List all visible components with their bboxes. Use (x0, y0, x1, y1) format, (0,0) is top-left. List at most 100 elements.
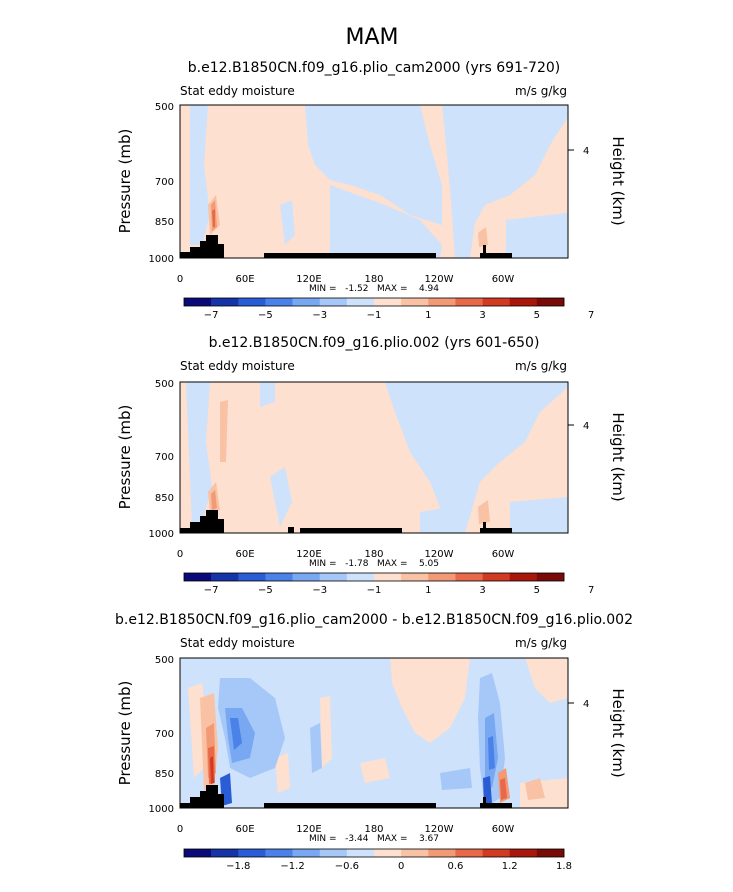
colorbar-swatch (211, 298, 239, 306)
panel-right-label: m/s g/kg (515, 84, 567, 98)
topography (480, 797, 512, 808)
colorbar-label: 7 (588, 585, 594, 596)
x-tick-label: 180 (364, 549, 383, 560)
y-tick-label: 1000 (149, 529, 174, 540)
positive-contour-region (320, 696, 332, 768)
positive-contour-region (478, 227, 488, 247)
y-tick-label: 500 (155, 655, 174, 666)
contour-plot (180, 658, 568, 808)
colorbar-label: 3 (479, 585, 485, 596)
negative-contour-region (330, 185, 442, 258)
colorbar-swatch (428, 849, 456, 857)
colorbar-label: 0 (398, 861, 404, 872)
panel-title: b.e12.B1850CN.f09_g16.plio_cam2000 (yrs … (188, 60, 560, 76)
colorbar-label: −3 (312, 585, 327, 596)
panel-left-label: Stat eddy moisture (180, 359, 295, 373)
x-tick-label: 60W (492, 274, 515, 285)
negative-contour-region (510, 497, 568, 533)
x-tick-label: 120E (296, 274, 321, 285)
x-axis: 0 60E 120E 180 120W 60W (177, 824, 515, 835)
y-axis: Pressure (mb) 500 700 850 1000 (116, 655, 174, 815)
colorbar-swatch (509, 573, 538, 581)
figure-title: MAM (345, 25, 398, 50)
panel-left-label: Stat eddy moisture (180, 84, 295, 98)
panel-2: b.e12.B1850CN.f09_g16.plio.002 (yrs 601-… (116, 335, 627, 596)
y2-axis-title: Height (km) (609, 136, 627, 225)
min-max-readout: MIN = -1.52 MAX = 4.94 (309, 284, 439, 294)
colorbar-label: −1 (367, 310, 382, 321)
y-tick-label: 700 (155, 729, 174, 740)
y2-tick-label: 4 (583, 421, 589, 432)
min-max-readout: MIN = -3.44 MAX = 3.67 (309, 834, 439, 844)
colorbar-swatch (319, 573, 348, 581)
negative-contour-region (440, 768, 472, 790)
panel-left-label: Stat eddy moisture (180, 636, 295, 650)
y-axis-title: Pressure (mb) (116, 405, 134, 510)
y-axis: Pressure (mb) 500 700 850 1000 (116, 102, 174, 265)
colorbar-label: −1 (367, 585, 382, 596)
x-tick-label: 60E (235, 274, 254, 285)
colorbar-swatch (238, 298, 266, 306)
colorbar-swatch (292, 849, 321, 857)
colorbar-label: −3 (312, 310, 327, 321)
colorbar-swatch (374, 573, 402, 581)
colorbar-label: 1.8 (556, 861, 572, 872)
colorbar-label: 5 (534, 585, 540, 596)
topography (480, 245, 512, 258)
y-axis-title: Pressure (mb) (116, 681, 134, 786)
colorbar-label: −1.2 (280, 861, 304, 872)
colorbar-frame (183, 848, 565, 858)
colorbar-swatch (319, 849, 348, 857)
colorbar-swatch (401, 573, 429, 581)
panel-title: b.e12.B1850CN.f09_g16.plio.002 (yrs 601-… (209, 335, 540, 351)
colorbar-swatch (238, 849, 266, 857)
positive-contour-region (478, 500, 490, 524)
topography (180, 785, 224, 808)
colorbar-swatch (401, 849, 429, 857)
colorbar-label: 1 (425, 585, 431, 596)
y2-axis: 4 Height (km) (568, 136, 627, 226)
colorbar-frame (183, 297, 565, 307)
panel-right-label: m/s g/kg (515, 636, 567, 650)
negative-contour-region (190, 105, 210, 245)
colorbar: −1.8 −1.2 −0.6 0 0.6 1.2 1.8 (183, 848, 572, 872)
topography (480, 522, 512, 533)
x-tick-label: 120W (425, 824, 454, 835)
colorbar-swatch (428, 573, 456, 581)
contour-plot (180, 382, 568, 533)
colorbar-swatch (238, 573, 266, 581)
colorbar-label: 5 (534, 310, 540, 321)
colorbar-swatch (482, 849, 511, 857)
negative-contour-region (488, 736, 495, 770)
colorbar-swatch (509, 298, 538, 306)
positive-contour-region (220, 400, 228, 462)
colorbar-swatch (346, 298, 375, 306)
y-tick-label: 1000 (149, 254, 174, 265)
y-axis: Pressure (mb) 500 700 850 1000 (116, 379, 174, 540)
x-tick-label: 0 (177, 274, 183, 285)
positive-contour-region (390, 658, 470, 743)
colorbar-swatch (455, 573, 483, 581)
positive-contour-region (275, 753, 290, 793)
x-tick-label: 60E (235, 824, 254, 835)
colorbar-label: −1.8 (226, 861, 250, 872)
colorbar-swatch (401, 298, 429, 306)
colorbar-swatch (211, 573, 239, 581)
colorbar-swatch (292, 298, 321, 306)
negative-contour-region (305, 105, 442, 225)
topography (264, 253, 436, 258)
negative-contour-region (186, 382, 212, 527)
negative-contour-region (442, 105, 568, 258)
colorbar-swatch (346, 849, 375, 857)
y-tick-label: 700 (155, 177, 174, 188)
colorbar-swatch (265, 573, 293, 581)
colorbar-swatch (536, 573, 565, 581)
x-axis: 0 60E 120E 180 120W 60W (177, 549, 515, 560)
x-tick-label: 180 (364, 824, 383, 835)
y-axis-title: Pressure (mb) (116, 129, 134, 234)
y-tick-label: 1000 (149, 804, 174, 815)
x-tick-label: 120W (425, 274, 454, 285)
x-tick-label: 120E (296, 549, 321, 560)
x-tick-label: 120W (425, 549, 454, 560)
topography (300, 528, 402, 533)
